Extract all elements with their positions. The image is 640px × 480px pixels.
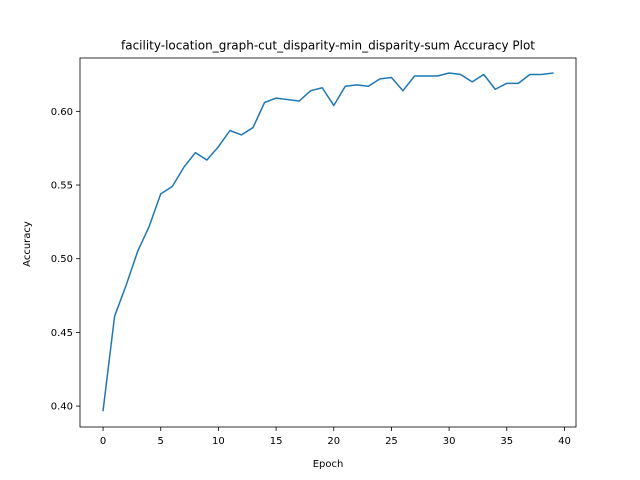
y-tick-label: 0.50: [51, 254, 73, 265]
y-axis-label: Accuracy: [22, 221, 33, 267]
x-tick-label: 35: [500, 436, 513, 447]
x-tick-label: 10: [212, 436, 225, 447]
chart-title: facility-location_graph-cut_disparity-mi…: [121, 39, 535, 53]
x-tick-label: 15: [270, 436, 283, 447]
x-axis-label: Epoch: [313, 459, 344, 470]
y-tick-label: 0.40: [51, 402, 73, 413]
y-tick-label: 0.45: [51, 328, 73, 339]
x-tick-label: 20: [327, 436, 340, 447]
series-line: [102, 72, 554, 412]
x-tick-label: 0: [100, 436, 106, 447]
x-tick-label: 30: [443, 436, 456, 447]
y-tick-label: 0.60: [51, 107, 73, 118]
x-tick-label: 40: [558, 436, 571, 447]
y-tick-label: 0.55: [51, 181, 73, 192]
x-tick-label: 25: [385, 436, 398, 447]
axes-frame: [79, 57, 577, 428]
x-tick-label: 5: [158, 436, 164, 447]
plot-area: 0 5 10 15 20 25 30 35 40 0.40 0.45 0.50 0.55 0.60: [51, 57, 577, 447]
